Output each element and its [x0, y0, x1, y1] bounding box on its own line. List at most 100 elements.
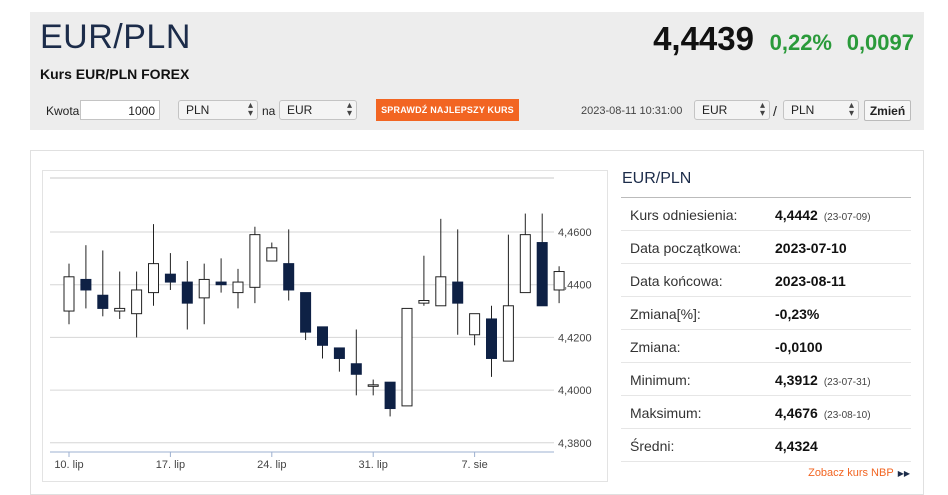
candle-body: [198, 278, 210, 299]
candle-body: [384, 381, 396, 410]
stats-table: EUR/PLN Kurs odniesienia: 4,4442 (23-07-09…: [621, 170, 911, 462]
candle-body: [401, 307, 413, 407]
stats-value: -0,0100: [775, 339, 828, 355]
change-pair-button[interactable]: Zmień: [864, 100, 911, 121]
select-arrows-icon: ▴ ▾: [247, 100, 253, 119]
quote-header: EUR/PLN Kurs EUR/PLN FOREX 4,4439 0,22% …: [30, 12, 924, 130]
stats-label: Maksimum:: [630, 405, 702, 421]
base-currency-select[interactable]: EUR ▴ ▾: [694, 100, 770, 120]
select-arrows-icon: ▴ ▾: [346, 100, 352, 119]
chart-frame: [42, 170, 608, 482]
candle-body: [350, 363, 362, 375]
stats-row: Zmiana[%]: -0,23%: [621, 297, 911, 330]
candlestick-chart: 4,4600 4,4400 4,4200 4,4000 4,3800 10. lip 17.…: [42, 170, 608, 482]
x-tick-label: 24. lip: [257, 459, 286, 471]
candle-body: [164, 273, 176, 283]
stats-value-text: 2023-07-10: [775, 240, 847, 256]
stats-value-text: 4,4676: [775, 405, 818, 421]
stats-label: Data początkowa:: [630, 240, 742, 256]
candle-body: [469, 313, 481, 336]
stats-value: 4,3912 (23-07-31): [775, 372, 871, 388]
stats-row: Kurs odniesienia: 4,4442 (23-07-09): [621, 198, 911, 231]
stats-row: Minimum: 4,3912 (23-07-31): [621, 363, 911, 396]
candle-body: [418, 300, 430, 304]
stats-value-text: 4,4442: [775, 207, 818, 223]
from-currency-value: PLN: [186, 103, 210, 117]
candle-body: [317, 326, 328, 346]
pair-title: EUR/PLN: [40, 18, 191, 56]
candle-body: [452, 281, 464, 304]
candle-body: [333, 347, 345, 359]
candle-body: [181, 281, 193, 304]
to-currency-select[interactable]: EUR ▴ ▾: [279, 100, 357, 120]
stats-value: 4,4442 (23-07-09): [775, 207, 871, 223]
amount-label: Kwota: [46, 104, 80, 118]
stats-row: Zmiana: -0,0100: [621, 330, 911, 363]
stats-label: Kurs odniesienia:: [630, 207, 738, 223]
current-price: 4,4439: [653, 20, 754, 57]
candle-body: [131, 289, 143, 315]
quote-datetime: 2023-08-11 10:31:00: [581, 105, 683, 117]
y-tick-label: 4,4600: [558, 227, 592, 239]
from-currency-select[interactable]: PLN ▴ ▾: [178, 100, 258, 120]
stats-title: EUR/PLN: [621, 170, 911, 198]
stats-value-text: -0,0100: [775, 339, 823, 355]
amount-input[interactable]: 1000: [80, 100, 160, 120]
pair-subtitle: Kurs EUR/PLN FOREX: [40, 66, 190, 82]
stats-label: Średni:: [630, 438, 675, 454]
candle-body: [114, 307, 126, 312]
y-tick-label: 4,3800: [558, 438, 592, 450]
candle-body: [300, 292, 312, 333]
select-arrows-icon: ▴ ▾: [759, 100, 765, 119]
y-tick-label: 4,4400: [558, 280, 592, 292]
x-tick-label: 31. lip: [359, 459, 388, 471]
candle-body: [519, 234, 531, 294]
x-tick-label: 17. lip: [156, 459, 185, 471]
stats-label: Minimum:: [630, 372, 691, 388]
candle-body: [367, 384, 379, 387]
candle-body: [486, 318, 497, 359]
stats-value-text: -0,23%: [775, 306, 820, 322]
stats-date: (23-07-09): [823, 212, 871, 223]
stats-label: Zmiana:: [630, 339, 681, 355]
double-arrow-icon: ▶▶: [897, 469, 910, 478]
candle-body: [502, 305, 514, 362]
check-best-rate-button[interactable]: SPRAWDŹ NAJLEPSZY KURS: [376, 99, 519, 121]
nbp-link[interactable]: Zobacz kurs NBP ▶▶: [808, 467, 910, 479]
stats-row: Maksimum: 4,4676 (23-08-10): [621, 396, 911, 429]
to-currency-value: EUR: [287, 103, 313, 117]
stats-value-text: 2023-08-11: [775, 273, 846, 289]
candle-body: [80, 278, 92, 291]
quote-currency-select[interactable]: PLN ▴ ▾: [783, 100, 859, 120]
stats-label: Data końcowa:: [630, 273, 723, 289]
candle-body: [536, 242, 548, 307]
stats-row: Średni: 4,4324: [621, 429, 911, 462]
candle-body: [266, 247, 278, 262]
candle-body: [215, 281, 227, 286]
connector-label: na: [262, 104, 276, 118]
candle-body: [148, 263, 159, 294]
stats-value: -0,23%: [775, 306, 825, 322]
y-tick-label: 4,4200: [558, 332, 592, 344]
stats-value: 4,4324: [775, 438, 824, 454]
x-tick-label: 7. sie: [461, 459, 487, 471]
candle-body: [249, 234, 261, 288]
stats-value-text: 4,4324: [775, 438, 818, 454]
stats-row: Data początkowa: 2023-07-10: [621, 231, 911, 264]
candle-body: [97, 294, 109, 309]
base-currency-value: EUR: [702, 103, 728, 117]
pair-separator: /: [773, 103, 777, 119]
stats-date: (23-08-10): [823, 410, 871, 421]
stats-value: 4,4676 (23-08-10): [775, 405, 871, 421]
candle-body: [435, 276, 447, 307]
select-arrows-icon: ▴ ▾: [848, 100, 854, 119]
stats-date: (23-07-31): [823, 377, 871, 388]
stats-row: Data końcowa: 2023-08-11: [621, 264, 911, 297]
quote-currency-value: PLN: [791, 103, 815, 117]
stats-value: 2023-07-10: [775, 240, 853, 256]
stats-label: Zmiana[%]:: [630, 306, 701, 322]
candle-body: [63, 276, 75, 312]
y-tick-label: 4,4000: [558, 385, 592, 397]
stats-value-text: 4,3912: [775, 372, 818, 388]
change-percent: 0,22%: [769, 30, 832, 55]
